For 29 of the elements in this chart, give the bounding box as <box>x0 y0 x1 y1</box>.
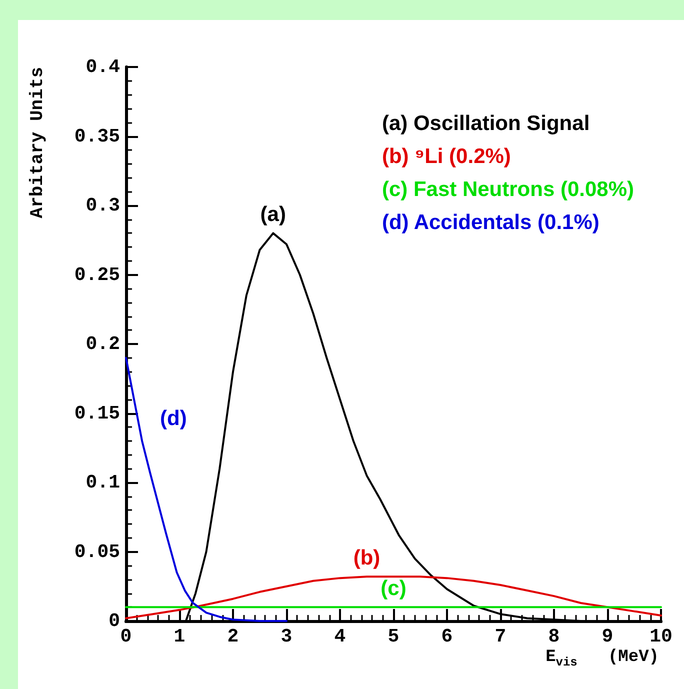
x-tick-label: 10 <box>650 626 672 648</box>
x-tick-label: 9 <box>602 626 614 648</box>
y-tick-label: 0 <box>108 610 120 632</box>
x-tick-label: 6 <box>441 626 453 648</box>
text: (b) ⁹Li (0.2%) <box>382 145 511 168</box>
text: E$_{vis}$ (MeV) <box>546 648 659 670</box>
annotation: (d) <box>160 406 187 430</box>
y-axis-title: Arbitary Units <box>28 67 48 218</box>
y-tick-label: 0.25 <box>74 264 120 286</box>
y-tick-label: 0.1 <box>86 472 120 494</box>
y-tick-label: 0.2 <box>86 333 120 355</box>
y-tick-label: 0.3 <box>86 194 120 216</box>
y-tick-label: 0.4 <box>86 56 120 78</box>
y-tick-label: 0.35 <box>74 125 120 148</box>
x-tick-label: 1 <box>174 626 186 648</box>
annotation: (a) <box>260 203 286 226</box>
x-tick-label: 4 <box>334 626 346 648</box>
x-tick-label: 3 <box>280 626 292 648</box>
text: (a) Oscillation Signal <box>382 112 590 135</box>
annotation: (c) <box>380 577 406 600</box>
y-tick-label: 0.05 <box>74 540 120 563</box>
x-tick-label: 2 <box>227 626 239 648</box>
y-tick-label: 0.15 <box>74 402 120 424</box>
text: (c) Fast Neutrons (0.08%) <box>382 178 634 201</box>
x-tick-label: 5 <box>388 626 400 648</box>
x-tick-label: 7 <box>494 626 506 648</box>
annotation: (b) <box>353 546 380 570</box>
x-tick-label: 8 <box>548 626 560 648</box>
text: (d) Accidentals (0.1%) <box>382 211 600 234</box>
